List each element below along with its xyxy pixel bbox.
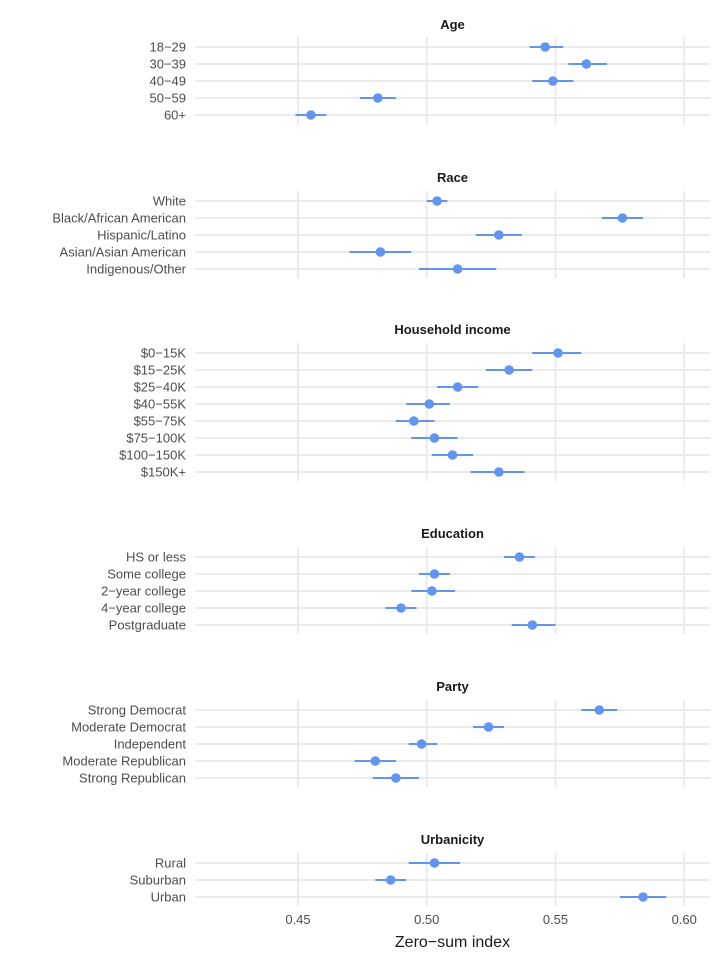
panel-title: Race [437,170,468,185]
category-label: $15−25K [134,363,187,378]
category-label: Postgraduate [109,618,186,633]
x-tick-label: 0.55 [543,912,568,927]
data-point [432,196,442,206]
data-point [494,467,504,477]
x-axis-title: Zero−sum index [395,934,510,951]
panel-title: Age [440,17,465,32]
category-label: Black/African American [52,211,186,226]
category-label: Independent [114,737,187,752]
category-label: Hispanic/Latino [97,228,186,243]
category-label: $40−55K [134,397,187,412]
category-label: Moderate Republican [62,754,186,769]
x-tick-label: 0.60 [672,912,697,927]
category-label: $0−15K [141,346,187,361]
category-label: White [153,194,186,209]
category-label: 30−39 [149,57,186,72]
panel-title: Urbanicity [421,832,485,847]
category-label: 60+ [164,108,186,123]
data-point [375,247,386,257]
panel-race: Race White Black/African American Hispanic/… [52,170,710,278]
category-label: $75−100K [126,431,186,446]
data-point [452,264,463,274]
chart-panels: Age 18−29 30−39 40−49 50−59 60+ Race White Black… [52,17,710,906]
x-tick-label: 0.50 [414,912,439,927]
data-point [494,230,504,240]
category-label: Urban [151,890,186,905]
category-label: Rural [155,856,186,871]
panel-title: Household income [394,322,510,337]
data-point [447,450,458,460]
data-point [540,42,550,52]
panel-household-income: Household income $0−15K $15−25K $25−40K $40−… [119,322,710,481]
data-point [429,433,440,443]
data-point [416,739,427,749]
data-point [427,586,437,596]
data-point [424,399,435,409]
data-point [306,110,316,120]
category-label: 4−year college [101,601,186,616]
data-point [409,416,419,426]
panel-urbanicity: Urbanicity Rural Suburban Urban [130,832,710,906]
data-point [581,59,592,69]
data-point [429,569,440,579]
panel-party: Party Strong Democrat Moderate Democrat Ind… [62,679,710,787]
category-label: Moderate Democrat [71,720,186,735]
panel-education: Education HS or less Some college 2−year co… [101,526,710,634]
category-label: $150K+ [141,465,186,480]
panel-age: Age 18−29 30−39 40−49 50−59 60+ [149,17,710,125]
panel-title: Education [421,526,484,541]
data-point [385,875,396,885]
category-label: Indigenous/Other [86,262,186,277]
category-label: 2−year college [101,584,186,599]
data-point [504,365,514,375]
data-point [527,620,538,630]
category-label: 40−49 [149,74,186,89]
data-point [370,756,381,766]
category-label: HS or less [126,550,186,565]
category-label: $55−75K [134,414,187,429]
category-label: 18−29 [149,40,186,55]
data-point [452,382,463,392]
x-axis: 0.45 0.50 0.55 0.60 [285,912,697,927]
data-point [373,93,383,103]
category-label: $100−150K [119,448,186,463]
category-label: 50−59 [149,91,186,106]
data-point [638,892,648,902]
data-point [617,213,628,223]
category-label: Asian/Asian American [60,245,186,260]
data-point [483,722,494,732]
data-point [548,76,558,86]
category-label: Some college [107,567,186,582]
category-label: Suburban [130,873,186,888]
data-point [391,773,401,783]
data-point [429,858,440,868]
category-label: $25−40K [134,380,187,395]
category-label: Strong Republican [79,771,186,786]
data-point [396,603,406,613]
panel-title: Party [436,679,469,694]
x-tick-label: 0.45 [285,912,310,927]
data-point [594,705,605,715]
category-label: Strong Democrat [88,703,187,718]
data-point [553,348,563,358]
data-point [514,552,525,562]
